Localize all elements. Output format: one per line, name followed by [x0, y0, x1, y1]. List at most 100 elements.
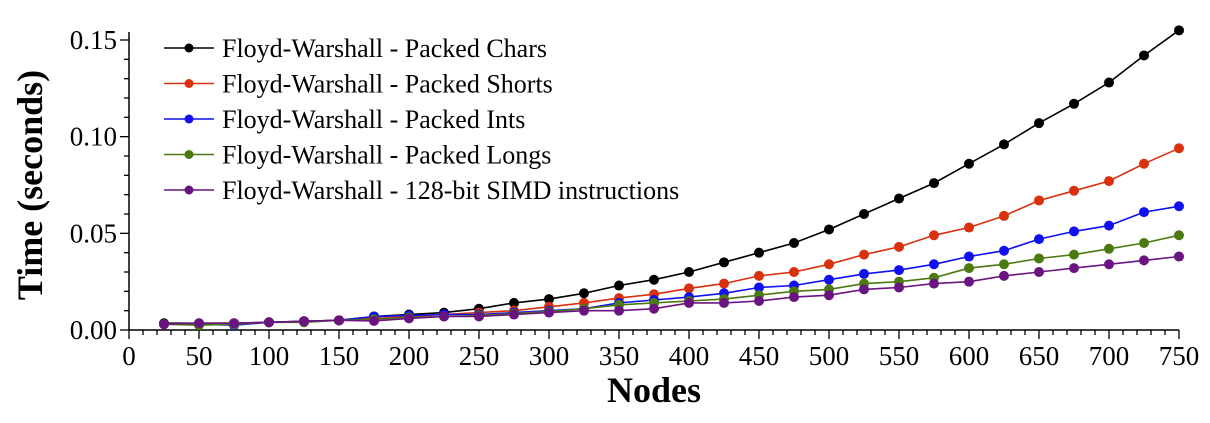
legend-marker: [184, 114, 194, 124]
data-point: [1069, 249, 1079, 260]
data-point: [999, 259, 1009, 270]
data-point: [964, 158, 974, 169]
data-point: [1174, 251, 1184, 262]
legend-marker: [184, 79, 194, 88]
data-point: [1069, 185, 1079, 196]
data-point: [754, 270, 764, 281]
legend-label: Floyd-Warshall - 128-bit SIMD instructio…: [222, 176, 679, 205]
x-tick-label: 550: [879, 341, 920, 371]
x-tick-label: 0: [122, 341, 136, 371]
data-point: [614, 280, 624, 291]
data-point: [824, 224, 834, 235]
data-point: [824, 290, 834, 301]
data-point: [649, 274, 659, 285]
legend-item: Floyd-Warshall - Packed Chars: [164, 34, 547, 63]
x-tick-label: 450: [739, 341, 780, 371]
data-point: [929, 230, 939, 241]
series-4: [159, 230, 1184, 331]
legend: Floyd-Warshall - Packed Chars Floyd-Warsh…: [164, 34, 679, 205]
x-tick-label: 350: [599, 341, 640, 371]
legend-marker: [184, 150, 194, 159]
data-point: [1069, 226, 1079, 237]
x-axis-title: Nodes: [607, 370, 701, 410]
data-point: [1034, 253, 1044, 264]
data-point: [439, 311, 449, 322]
y-axis-title: Time (seconds): [10, 70, 50, 300]
data-point: [1104, 220, 1114, 231]
axes: 0.00 0.05 0.10 0.15 0 50 100 150 200 250 300 350 40…: [70, 25, 1200, 371]
data-point: [964, 263, 974, 274]
y-tick-label: 0.15: [70, 25, 117, 55]
data-point: [1139, 207, 1149, 218]
y-tick-label: 0.10: [70, 122, 117, 152]
series-line: [163, 255, 1180, 325]
legend-label: Floyd-Warshall - Packed Longs: [222, 141, 551, 170]
x-tick-label: 50: [186, 341, 213, 371]
data-point: [824, 259, 834, 270]
data-point: [649, 303, 659, 314]
data-point: [509, 297, 519, 308]
data-point: [334, 315, 344, 326]
data-point: [474, 311, 484, 322]
series-line: [164, 205, 1180, 327]
data-point: [1034, 267, 1044, 277]
legend-label: Floyd-Warshall - Packed Chars: [222, 34, 547, 63]
data-point: [964, 222, 974, 233]
data-point: [1034, 118, 1044, 129]
data-point: [1174, 230, 1184, 241]
data-point: [1104, 176, 1114, 187]
x-tick-label: 400: [669, 341, 710, 371]
x-tick-label: 200: [389, 341, 430, 371]
data-point: [614, 305, 624, 316]
data-point: [509, 309, 519, 320]
data-point: [859, 284, 869, 295]
data-point: [369, 315, 379, 326]
data-point: [929, 278, 939, 289]
data-point: [579, 288, 589, 299]
data-point: [964, 251, 974, 262]
data-point: [684, 297, 694, 308]
data-point: [1034, 195, 1044, 206]
data-point: [579, 305, 589, 316]
data-point: [544, 307, 554, 318]
legend-item: Floyd-Warshall - Packed Shorts: [164, 70, 553, 99]
x-tick-label: 150: [319, 341, 360, 371]
data-point: [1104, 259, 1114, 270]
x-tick-label: 300: [529, 341, 570, 371]
series-5: [159, 251, 1184, 330]
x-axis-ticks: 0 50 100 150 200 250 300 350 400 450 500 550 600 650 7…: [122, 330, 1199, 371]
data-point: [789, 292, 799, 303]
data-point: [1139, 158, 1149, 169]
data-point: [1174, 201, 1184, 212]
legend-item: Floyd-Warshall - Packed Longs: [164, 141, 551, 170]
data-point: [1174, 143, 1184, 154]
data-point: [754, 282, 764, 293]
x-tick-label: 250: [459, 341, 500, 371]
data-point: [544, 294, 554, 305]
data-point: [929, 259, 939, 270]
data-point: [1139, 238, 1149, 248]
data-point: [999, 139, 1009, 150]
series-line: [163, 234, 1180, 327]
legend-label: Floyd-Warshall - Packed Ints: [222, 105, 525, 134]
data-point: [859, 209, 869, 219]
data-point: [964, 276, 974, 287]
data-point: [229, 318, 239, 329]
series-layer: [159, 25, 1184, 331]
data-point: [1139, 50, 1149, 61]
data-point: [194, 318, 204, 329]
x-tick-label: 100: [249, 341, 290, 371]
data-point: [754, 296, 764, 306]
data-point: [754, 247, 764, 258]
data-point: [264, 317, 274, 328]
data-point: [894, 282, 904, 293]
data-point: [1104, 77, 1114, 88]
data-point: [684, 267, 694, 277]
legend-item: Floyd-Warshall - 128-bit SIMD instructio…: [164, 176, 679, 205]
legend-label: Floyd-Warshall - Packed Shorts: [222, 70, 553, 99]
data-point: [159, 319, 169, 330]
data-point: [999, 210, 1009, 221]
data-point: [404, 313, 414, 324]
series-3: [159, 201, 1184, 331]
data-point: [999, 270, 1009, 281]
